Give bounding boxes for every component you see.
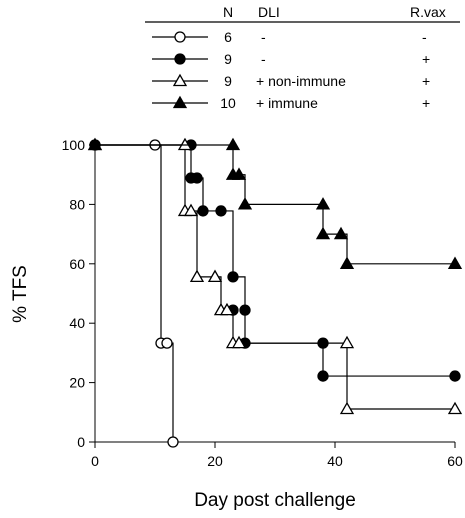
legend-header-n: N [223, 4, 233, 20]
series-4-point-5 [315, 197, 331, 210]
legend-n-2: 9 [224, 51, 232, 67]
series-2-point-8 [239, 304, 251, 316]
series-2-point-4 [197, 205, 209, 217]
legend-dli-1: - [261, 29, 266, 45]
series-2-line [95, 144, 455, 377]
legend: N DLI R.vax 6 - - 9 - + 9 + non-immune +… [145, 4, 460, 111]
series-4-line [95, 144, 455, 265]
legend-rvax-1: - [422, 29, 427, 45]
legend-n-4: 10 [220, 95, 236, 111]
y-tick-label-0: 0 [77, 434, 85, 450]
legend-header-dli: DLI [258, 4, 280, 20]
x-tick-label-3: 60 [447, 453, 463, 469]
series-2-point-11 [317, 370, 329, 382]
y-tick-label-2: 40 [69, 315, 85, 331]
legend-n-3: 9 [224, 73, 232, 89]
series-3-line [95, 144, 455, 410]
y-tick-label-5: 100 [62, 137, 86, 153]
series-3-point-4 [189, 269, 205, 283]
y-tick-label-3: 60 [69, 256, 85, 272]
legend-dli-2: - [261, 51, 266, 67]
y-axis-label: % TFS [10, 265, 31, 323]
x-tick-label-0: 0 [91, 453, 99, 469]
series-4-point-7 [333, 226, 349, 240]
series-4-point-3 [231, 167, 247, 180]
series-2-point-5 [215, 205, 227, 217]
series-3-point-7 [219, 302, 235, 316]
series-4 [87, 137, 463, 269]
series-4-point-8 [339, 256, 355, 269]
series-4-point-0 [87, 137, 103, 151]
legend-dli-4: + immune [256, 95, 318, 111]
legend-header-rvax: R.vax [410, 4, 446, 20]
legend-marker-2 [174, 53, 186, 65]
series-1-point-3 [161, 337, 173, 349]
series-4-point-6 [315, 226, 331, 240]
plot-area [87, 137, 463, 448]
series-3-point-1 [177, 137, 193, 151]
series-3-point-12 [447, 401, 463, 415]
series-2-point-12 [449, 370, 461, 382]
series-2-point-3 [191, 172, 203, 184]
series-1 [89, 139, 179, 448]
y-tick-label-4: 80 [69, 196, 85, 212]
axes [94, 145, 455, 443]
legend-rvax-3: + [422, 73, 430, 89]
legend-marker-4 [172, 95, 188, 109]
y-tick-label-1: 20 [69, 375, 85, 391]
legend-dli-3: + non-immune [256, 73, 346, 89]
legend-marker-3 [172, 73, 188, 87]
legend-rvax-4: + [422, 95, 430, 111]
series-1-point-4 [167, 436, 179, 448]
series-3-point-10 [339, 335, 355, 349]
series-2-point-6 [227, 271, 239, 283]
series-3-point-11 [339, 401, 355, 415]
legend-n-1: 6 [224, 29, 232, 45]
x-tick-label-2: 40 [327, 453, 343, 469]
legend-marker-1 [174, 31, 186, 43]
x-tick-label-1: 20 [207, 453, 223, 469]
series-4-point-9 [447, 256, 463, 269]
series-2 [89, 139, 461, 382]
ticks: 0 20 40 60 80 100 0 20 40 60 [62, 137, 463, 469]
series-3 [87, 137, 463, 415]
series-3-point-5 [207, 269, 223, 283]
x-axis-label: Day post challenge [194, 490, 356, 511]
legend-rvax-2: + [422, 51, 430, 67]
series-3-point-3 [183, 203, 199, 217]
series-4-point-4 [237, 197, 253, 210]
series-4-point-1 [225, 137, 241, 151]
series-3-point-9 [231, 335, 247, 349]
series-1-line [95, 144, 174, 442]
